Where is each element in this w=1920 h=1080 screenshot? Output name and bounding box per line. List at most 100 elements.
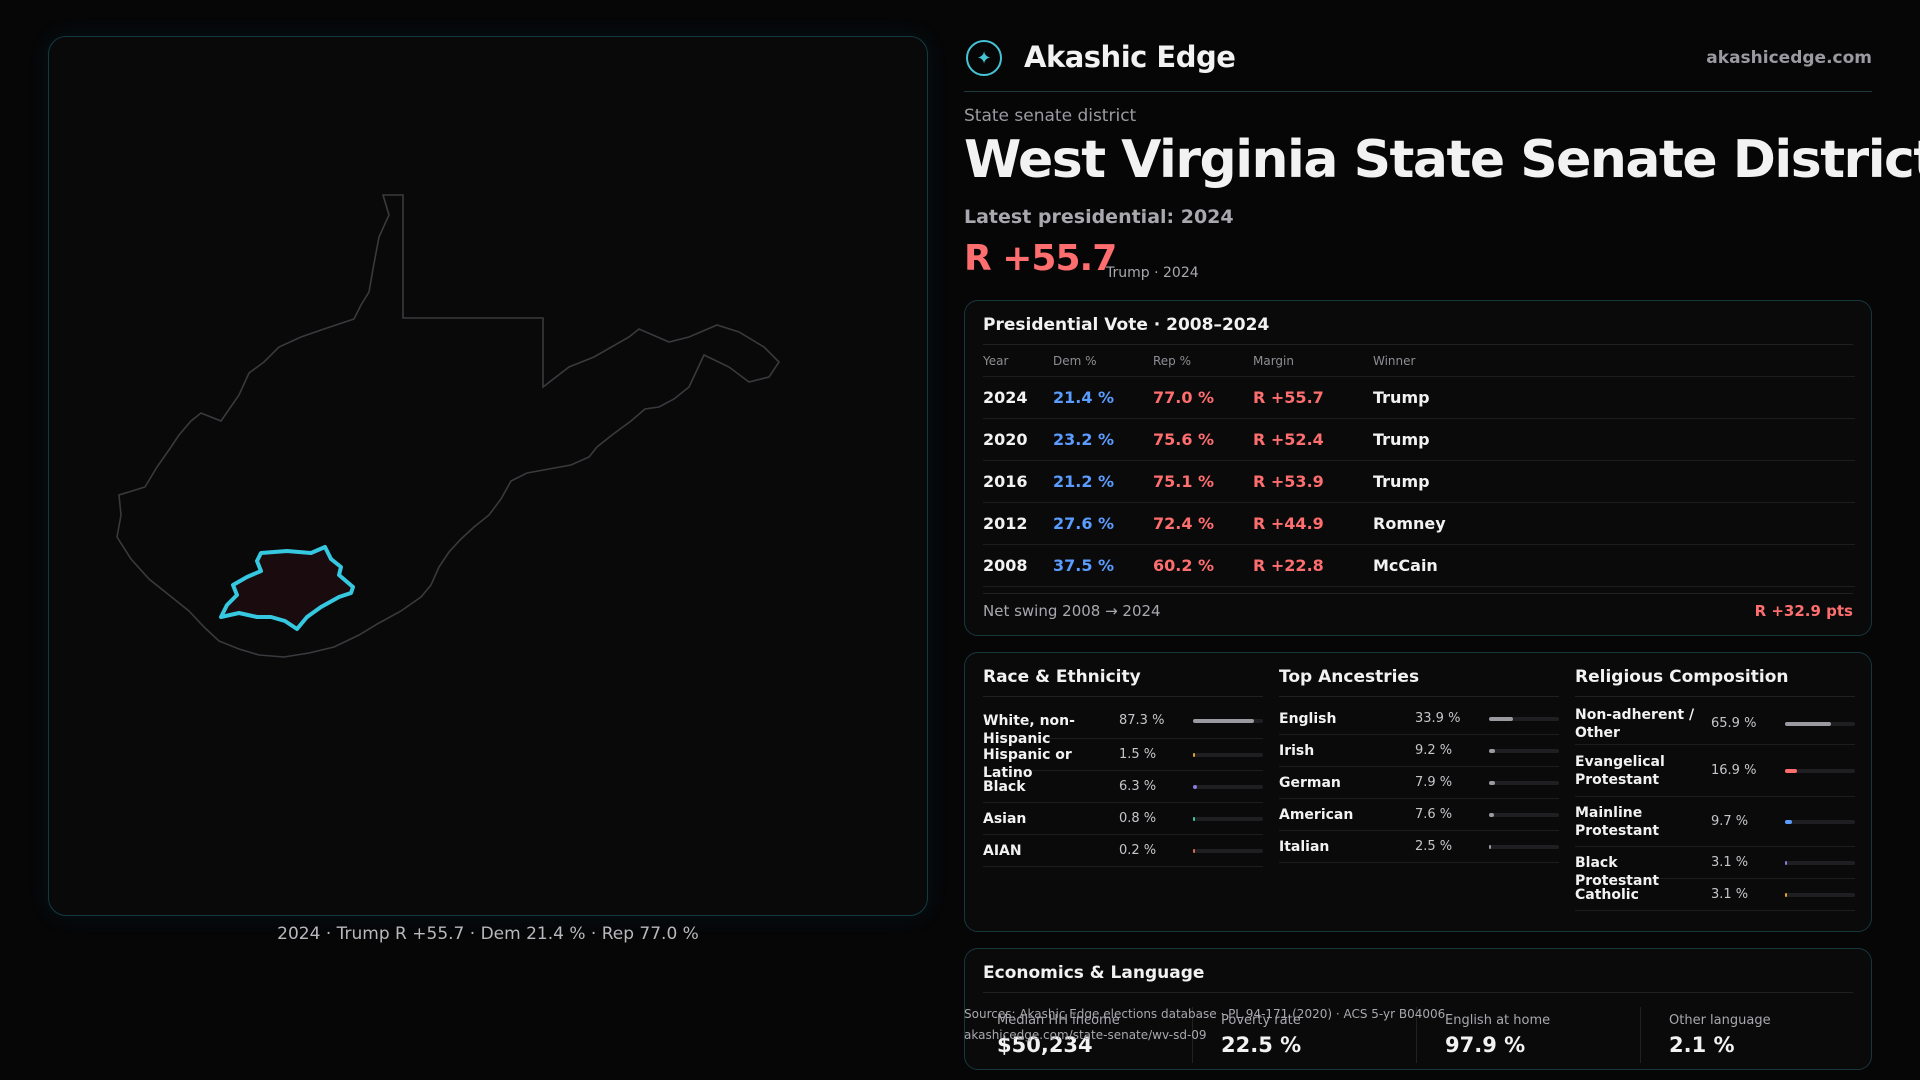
stat-value: 22.5 % [1221, 1033, 1302, 1057]
row-dem: 27.6 % [1053, 514, 1115, 533]
source-link[interactable]: akashicedge.com/state-senate/wv-sd-09 [964, 1028, 1207, 1042]
item-value: 87.3 % [1119, 713, 1165, 728]
item-value: 9.2 % [1415, 743, 1453, 758]
latest-margin: R +55.7 [964, 238, 1117, 279]
item-bar [1489, 749, 1559, 753]
item-bar [1193, 719, 1263, 723]
row-year: 2016 [983, 472, 1028, 491]
item-bar [1489, 781, 1559, 785]
list-item[interactable]: Evangelical Protestant 16.9 % [1575, 745, 1855, 797]
row-rep: 60.2 % [1153, 556, 1215, 575]
vote-table-header: Year Dem % Rep % Margin Winner [983, 351, 1855, 377]
row-margin: R +22.8 [1253, 556, 1324, 575]
latest-presidential-label: Latest presidential: 2024 [964, 206, 1234, 228]
item-bar-fill [1489, 749, 1496, 753]
akashic-logo-icon[interactable]: ✦ [966, 40, 1002, 76]
row-winner: Romney [1373, 514, 1446, 533]
item-label: Evangelical Protestant [1575, 754, 1665, 788]
table-row[interactable]: 2016 21.2 % 75.1 % R +53.9 Trump [983, 461, 1855, 503]
row-dem: 21.2 % [1053, 472, 1115, 491]
row-dem: 21.4 % [1053, 388, 1115, 407]
item-bar [1193, 753, 1263, 757]
brand-name[interactable]: Akashic Edge [1024, 40, 1236, 74]
list-item[interactable]: AIAN 0.2 % [983, 835, 1263, 867]
row-rep: 77.0 % [1153, 388, 1215, 407]
list-item[interactable]: German 7.9 % [1279, 767, 1559, 799]
list-item[interactable]: Black 6.3 % [983, 771, 1263, 803]
district-9-shape[interactable] [219, 545, 355, 631]
row-year: 2024 [983, 388, 1028, 407]
item-value: 16.9 % [1711, 763, 1757, 778]
item-label: English [1279, 711, 1337, 727]
state-outline [116, 194, 781, 658]
item-bar [1489, 813, 1559, 817]
district-map[interactable] [49, 37, 929, 917]
table-row[interactable]: 2020 23.2 % 75.6 % R +52.4 Trump [983, 419, 1855, 461]
row-rep: 75.6 % [1153, 430, 1215, 449]
list-item[interactable]: Mainline Protestant 9.7 % [1575, 797, 1855, 847]
divider [983, 992, 1853, 993]
item-value: 0.8 % [1119, 811, 1157, 826]
stat-other-language: Other language 2.1 % [1655, 1007, 1865, 1063]
item-label: Italian [1279, 839, 1330, 855]
item-label: Black [983, 779, 1026, 795]
item-value: 0.2 % [1119, 843, 1157, 858]
item-value: 2.5 % [1415, 839, 1453, 854]
stat-english-at-home: English at home 97.9 % [1431, 1007, 1641, 1063]
table-row[interactable]: 2012 27.6 % 72.4 % R +44.9 Romney [983, 503, 1855, 545]
list-item[interactable]: Italian 2.5 % [1279, 831, 1559, 863]
stat-poverty-rate: Poverty rate 22.5 % [1207, 1007, 1417, 1063]
presidential-vote-card: Presidential Vote · 2008–2024 Year Dem %… [964, 300, 1872, 636]
list-item[interactable]: Non-adherent / Other 65.9 % [1575, 703, 1855, 745]
ancestry-title: Top Ancestries [1279, 667, 1420, 687]
item-label: Black Protestant [1575, 855, 1660, 889]
race-title: Race & Ethnicity [983, 667, 1141, 687]
vote-card-title: Presidential Vote · 2008–2024 [983, 315, 1270, 335]
item-bar-fill [1489, 781, 1495, 785]
item-bar-fill [1193, 785, 1198, 789]
item-label: American [1279, 807, 1354, 823]
list-item[interactable]: American 7.6 % [1279, 799, 1559, 831]
page-title: West Virginia State Senate District 9 [964, 130, 1920, 190]
item-bar [1489, 845, 1559, 849]
economics-card: Economics & Language Median HH income $5… [964, 948, 1872, 1070]
stat-median-income: Median HH income $50,234 [983, 1007, 1193, 1063]
item-bar-fill [1785, 769, 1797, 773]
item-bar-fill [1785, 722, 1832, 726]
item-value: 33.9 % [1415, 711, 1461, 726]
item-bar-fill [1193, 849, 1195, 853]
item-bar-fill [1489, 845, 1491, 849]
list-item[interactable]: Catholic 3.1 % [1575, 879, 1855, 911]
row-year: 2012 [983, 514, 1028, 533]
row-winner: Trump [1373, 430, 1430, 449]
item-bar-fill [1193, 753, 1195, 757]
row-margin: R +55.7 [1253, 388, 1324, 407]
map-caption: 2024 · Trump R +55.7 · Dem 21.4 % · Rep … [277, 924, 699, 944]
item-label: Catholic [1575, 887, 1639, 903]
district-kind: State senate district [964, 106, 1137, 126]
table-row[interactable]: 2008 37.5 % 60.2 % R +22.8 McCain [983, 545, 1855, 587]
list-item[interactable]: Asian 0.8 % [983, 803, 1263, 835]
list-item[interactable]: White, non-Hispanic 87.3 % [983, 703, 1263, 747]
religion-title: Religious Composition [1575, 667, 1789, 687]
item-bar-fill [1785, 893, 1788, 897]
item-value: 3.1 % [1711, 855, 1749, 870]
row-winner: Trump [1373, 472, 1430, 491]
row-year: 2008 [983, 556, 1028, 575]
item-label: AIAN [983, 843, 1022, 859]
item-label: Asian [983, 811, 1027, 827]
item-label: Irish [1279, 743, 1315, 759]
item-bar [1785, 769, 1855, 773]
list-item[interactable]: Black Protestant 3.1 % [1575, 847, 1855, 889]
item-label: Hispanic or Latino [983, 747, 1072, 781]
list-item[interactable]: Irish 9.2 % [1279, 735, 1559, 767]
table-row[interactable]: 2024 21.4 % 77.0 % R +55.7 Trump [983, 377, 1855, 419]
list-item[interactable]: English 33.9 % [1279, 703, 1559, 735]
header-winner: Winner [1373, 354, 1416, 368]
list-item[interactable]: Hispanic or Latino 1.5 % [983, 739, 1263, 781]
item-bar [1785, 893, 1855, 897]
map-panel[interactable] [48, 36, 928, 916]
item-bar [1785, 820, 1855, 824]
item-value: 7.6 % [1415, 807, 1453, 822]
brand-url-link[interactable]: akashicedge.com [1706, 48, 1872, 68]
